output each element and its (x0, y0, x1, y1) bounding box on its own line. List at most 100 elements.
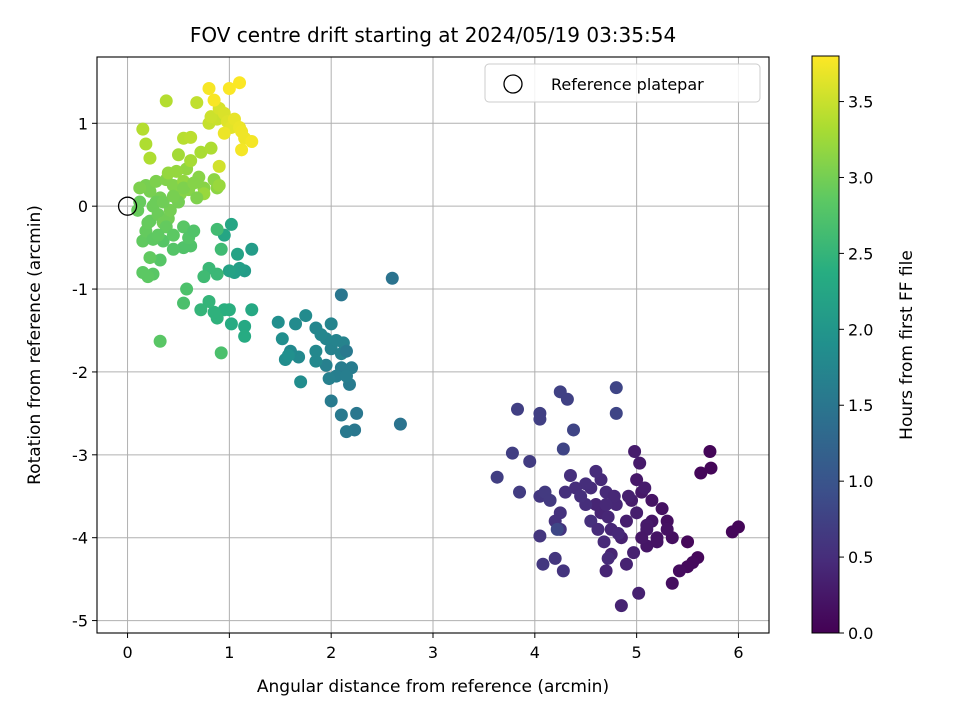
x-tick-label: 0 (122, 643, 132, 662)
data-point (704, 461, 718, 475)
data-point (579, 477, 593, 491)
data-point (628, 444, 642, 458)
data-point (245, 242, 259, 256)
data-point (694, 466, 708, 480)
data-point (275, 332, 289, 346)
data-point (536, 557, 550, 571)
data-point (136, 265, 150, 279)
data-point (214, 242, 228, 256)
data-point (210, 222, 224, 236)
data-point (212, 159, 226, 173)
data-point (235, 143, 249, 157)
data-point (638, 481, 652, 495)
data-point (725, 525, 739, 539)
data-point (166, 242, 180, 256)
data-point (619, 557, 633, 571)
x-axis-label: Angular distance from reference (arcmin) (257, 677, 609, 697)
data-point (611, 527, 625, 541)
data-point (621, 489, 635, 503)
data-point (159, 94, 173, 108)
data-point (633, 456, 647, 470)
data-point (505, 446, 519, 460)
colorbar-label: Hours from first FF file (897, 250, 917, 440)
data-point (319, 358, 333, 372)
data-point (309, 344, 323, 358)
y-axis-label: Rotation from reference (arcmin) (25, 205, 45, 485)
data-point (655, 502, 669, 516)
data-point (222, 81, 236, 95)
data-point (187, 176, 201, 190)
data-point (212, 178, 226, 192)
legend: Reference platepar (484, 63, 761, 103)
data-point (177, 241, 191, 255)
data-point (607, 489, 621, 503)
data-point (153, 334, 167, 348)
data-point (289, 317, 303, 331)
data-point (231, 247, 245, 261)
y-tick-label: -5 (72, 612, 88, 631)
data-point (214, 346, 228, 360)
legend-box (484, 63, 761, 103)
data-point (334, 288, 348, 302)
colorbar-tick-label: 3.5 (848, 93, 873, 112)
y-tick-label: 0 (78, 197, 88, 216)
colorbar-ticks: 0.0 0.5 1.0 1.5 2.0 2.5 3.0 3.5 (839, 93, 873, 643)
data-point (574, 489, 588, 503)
data-point (601, 551, 615, 565)
x-axis-ticks: 0 1 2 3 4 5 6 (122, 633, 744, 662)
data-point (197, 270, 211, 284)
data-point (204, 141, 218, 155)
data-point (238, 319, 252, 333)
data-point (567, 423, 581, 437)
data-point (672, 564, 686, 578)
data-point (233, 76, 247, 90)
data-point (245, 135, 259, 149)
data-point (703, 444, 717, 458)
data-point (560, 392, 574, 406)
data-point (184, 130, 198, 144)
data-point (589, 464, 603, 478)
data-point (650, 535, 664, 549)
data-point (322, 372, 336, 386)
data-point (627, 546, 641, 560)
x-tick-label: 1 (224, 643, 234, 662)
data-point (511, 402, 525, 416)
data-point (202, 294, 216, 308)
data-point (194, 145, 208, 159)
data-point (556, 564, 570, 578)
data-point (139, 137, 153, 151)
data-point (614, 599, 628, 613)
data-point (533, 529, 547, 543)
data-point (591, 522, 605, 536)
colorbar-tick-label: 3.0 (848, 168, 873, 187)
data-point (190, 96, 204, 110)
data-point (385, 271, 399, 285)
data-point (563, 469, 577, 483)
data-point (665, 576, 679, 590)
data-point (635, 531, 649, 545)
data-point (601, 510, 615, 524)
data-point (609, 406, 623, 420)
x-tick-label: 5 (632, 643, 642, 662)
data-point (339, 369, 353, 383)
data-point (245, 303, 259, 317)
data-point (217, 126, 231, 140)
y-tick-label: -3 (72, 446, 88, 465)
data-point (190, 191, 204, 205)
data-point (543, 493, 557, 507)
data-point (207, 93, 221, 107)
data-point (202, 81, 216, 95)
data-point (299, 309, 313, 323)
data-point (133, 181, 147, 195)
data-point (329, 333, 343, 347)
x-tick-label: 6 (733, 643, 743, 662)
legend-entry-reference: Reference platepar (551, 75, 704, 94)
data-point (660, 522, 674, 536)
data-points (131, 76, 745, 613)
data-point (334, 408, 348, 422)
data-point (550, 522, 564, 536)
data-point (156, 195, 170, 209)
data-point (238, 329, 252, 343)
data-point (166, 228, 180, 242)
